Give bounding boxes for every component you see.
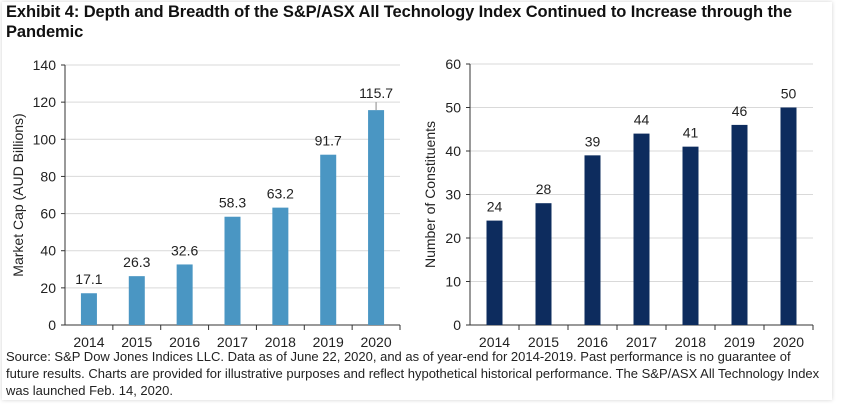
y-axis-label: Number of Constituents — [422, 121, 438, 268]
bar — [682, 146, 699, 325]
x-tick-label: 2017 — [217, 334, 248, 350]
bar — [584, 155, 601, 325]
y-tick-label: 40 — [445, 143, 461, 159]
x-tick-label: 2020 — [773, 334, 804, 350]
bar — [633, 133, 650, 325]
x-tick-label: 2014 — [479, 334, 510, 350]
data-label: 17.1 — [75, 271, 102, 287]
y-axis-label: Market Cap (AUD Billions) — [10, 113, 26, 276]
y-tick-label: 120 — [33, 94, 57, 110]
y-tick-label: 50 — [445, 100, 461, 116]
data-label: 58.3 — [219, 195, 246, 211]
y-tick-label: 0 — [48, 317, 56, 333]
y-tick-label: 40 — [40, 243, 56, 259]
x-tick-label: 2014 — [73, 334, 104, 350]
x-tick-label: 2019 — [313, 334, 344, 350]
data-label: 32.6 — [171, 242, 198, 258]
x-tick-label: 2018 — [265, 334, 296, 350]
x-tick-label: 2019 — [724, 334, 755, 350]
x-tick-label: 2017 — [626, 334, 657, 350]
x-tick-label: 2018 — [675, 334, 706, 350]
data-label: 44 — [634, 112, 650, 128]
x-tick-label: 2016 — [577, 334, 608, 350]
y-tick-label: 80 — [40, 168, 56, 184]
x-tick-label: 2016 — [169, 334, 200, 350]
bar — [320, 154, 337, 325]
y-tick-label: 30 — [445, 187, 461, 203]
bar — [224, 216, 241, 325]
y-tick-label: 140 — [33, 57, 57, 73]
bar — [486, 220, 503, 325]
x-tick-label: 2020 — [360, 334, 391, 350]
data-label: 24 — [487, 199, 503, 215]
y-tick-label: 100 — [33, 131, 57, 147]
data-label: 50 — [781, 86, 797, 102]
data-label: 39 — [585, 133, 601, 149]
data-label: 46 — [732, 103, 748, 119]
data-label: 28 — [536, 181, 552, 197]
data-label: 63.2 — [267, 186, 294, 202]
y-tick-label: 0 — [453, 317, 461, 333]
bar — [128, 276, 145, 325]
bar — [780, 107, 797, 325]
y-tick-label: 20 — [445, 230, 461, 246]
bar — [176, 264, 193, 325]
bar — [731, 124, 748, 326]
y-tick-label: 10 — [445, 274, 461, 290]
data-label: 115.7 — [359, 85, 393, 101]
bar — [272, 207, 289, 325]
bar — [80, 293, 97, 325]
data-label: 26.3 — [123, 254, 150, 270]
x-tick-label: 2015 — [528, 334, 559, 350]
x-tick-label: 2015 — [121, 334, 152, 350]
data-label: 41 — [683, 125, 699, 141]
source-footnote: Source: S&P Dow Jones Indices LLC. Data … — [6, 349, 820, 398]
y-tick-label: 60 — [445, 56, 461, 72]
data-label: 91.7 — [315, 133, 342, 149]
exhibit-title: Exhibit 4: Depth and Breadth of the S&P/… — [6, 3, 792, 41]
bar — [535, 203, 552, 325]
y-tick-label: 60 — [40, 206, 56, 222]
y-tick-label: 20 — [40, 280, 56, 296]
bar — [368, 110, 385, 325]
